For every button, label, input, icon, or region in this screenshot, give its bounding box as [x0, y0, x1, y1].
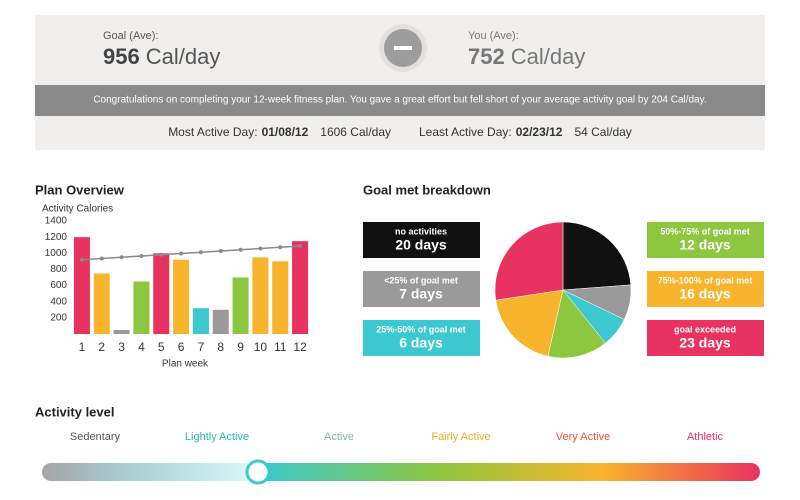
legend-box — [647, 222, 764, 258]
legend-value: 20 days — [395, 237, 447, 253]
bar — [212, 309, 229, 334]
legend-category: <25% of goal met — [384, 275, 458, 285]
legend-value: 6 days — [399, 335, 443, 351]
y-tick-label: 200 — [50, 312, 67, 323]
y-tick-label: 1200 — [45, 232, 68, 243]
most-label: Most Active Day: — [168, 125, 257, 139]
bar — [93, 273, 110, 334]
bar-chart-title: Plan Overview — [35, 182, 125, 197]
legend-value: 12 days — [679, 237, 731, 253]
you-label: You (Ave): — [468, 30, 519, 42]
goal-number: 956 — [103, 44, 140, 69]
activity-level: Very Active — [556, 431, 610, 443]
least-date: 02/23/12 — [516, 125, 563, 139]
legend-box — [363, 320, 480, 356]
activity-level: Athletic — [687, 431, 724, 443]
bar — [113, 329, 130, 334]
x-tick-label: 6 — [178, 340, 185, 354]
goal-point — [218, 249, 223, 254]
goal-point — [198, 250, 203, 255]
activity-level: Sedentary — [70, 431, 121, 443]
bar — [192, 308, 209, 334]
goal-point — [159, 252, 164, 257]
x-tick-label: 4 — [138, 340, 145, 354]
legend-box — [363, 271, 480, 307]
x-tick-label: 12 — [293, 340, 307, 354]
goal-point — [99, 256, 104, 261]
you-number: 752 — [468, 44, 505, 69]
activity-level: Lightly Active — [185, 431, 249, 443]
goal-point — [278, 245, 283, 250]
message: Congratulations on completing your 12-we… — [93, 95, 706, 106]
bar — [272, 261, 289, 334]
bar — [73, 237, 90, 334]
y-axis-label: Activity Calories — [42, 204, 113, 215]
x-tick-label: 5 — [158, 340, 165, 354]
bar — [292, 241, 309, 334]
you-unit: Cal/day — [511, 44, 586, 69]
bar — [133, 281, 150, 334]
legend-category: 25%-50% of goal met — [376, 324, 466, 334]
x-tick-label: 10 — [254, 340, 268, 354]
goal-point — [238, 247, 243, 252]
x-tick-label: 3 — [118, 340, 125, 354]
legend-category: 50%-75% of goal met — [660, 226, 750, 236]
legend-value: 23 days — [679, 335, 731, 351]
activity-title: Activity level — [35, 404, 115, 419]
goal-value: 956 Cal/day — [103, 44, 220, 69]
x-tick-label: 9 — [237, 340, 244, 354]
goal-point — [298, 244, 303, 249]
y-tick-label: 1400 — [45, 216, 68, 227]
x-tick-label: 2 — [98, 340, 105, 354]
x-tick-label: 11 — [274, 340, 287, 354]
x-tick-label: 8 — [217, 340, 224, 354]
goal-point — [179, 251, 184, 256]
goal-point — [258, 246, 263, 251]
goal-line — [81, 245, 301, 261]
bar — [252, 257, 269, 334]
activity-level: Fairly Active — [431, 431, 490, 443]
legend-category: no activities — [395, 226, 447, 236]
goal-label: Goal (Ave): — [103, 30, 158, 42]
x-axis-label: Plan week — [162, 359, 209, 370]
activity-level: Active — [324, 431, 354, 443]
legend-category: goal exceeded — [674, 324, 736, 334]
pie-slice — [494, 221, 564, 301]
bar — [153, 253, 170, 334]
activity-progress — [42, 463, 258, 481]
bar — [232, 277, 249, 334]
least-label: Least Active Day: — [419, 125, 512, 139]
most-date: 01/08/12 — [262, 125, 309, 139]
pie-slice — [562, 221, 632, 291]
most-value: 1606 Cal/day — [320, 125, 391, 139]
activity-slider-knob[interactable] — [245, 459, 271, 485]
goal-unit: Cal/day — [146, 44, 221, 69]
y-tick-label: 400 — [50, 296, 67, 307]
active-days: Most Active Day: 01/08/12 1606 Cal/day Leas… — [168, 125, 632, 139]
minus-sign — [394, 46, 412, 50]
pie-slice — [495, 289, 564, 357]
least-value: 54 Cal/day — [574, 125, 631, 139]
x-tick-label: 1 — [79, 340, 86, 354]
you-value: 752 Cal/day — [468, 44, 585, 69]
goal-point — [119, 255, 124, 260]
x-tick-label: 7 — [198, 340, 205, 354]
bar — [173, 259, 190, 334]
legend-box — [647, 271, 764, 307]
message-band — [35, 85, 765, 116]
y-tick-label: 800 — [50, 264, 67, 275]
pie-slice — [547, 289, 606, 359]
legend-value: 16 days — [679, 286, 731, 302]
legend-box — [363, 222, 480, 258]
y-tick-label: 600 — [50, 280, 67, 291]
goal-point — [139, 254, 144, 259]
y-tick-label: 1000 — [45, 248, 68, 259]
legend-box — [647, 320, 764, 356]
goal-point — [79, 257, 84, 262]
pie-chart-title: Goal met breakdown — [363, 182, 491, 197]
legend-value: 7 days — [399, 286, 443, 302]
legend-category: 75%-100% of goal met — [658, 275, 753, 285]
